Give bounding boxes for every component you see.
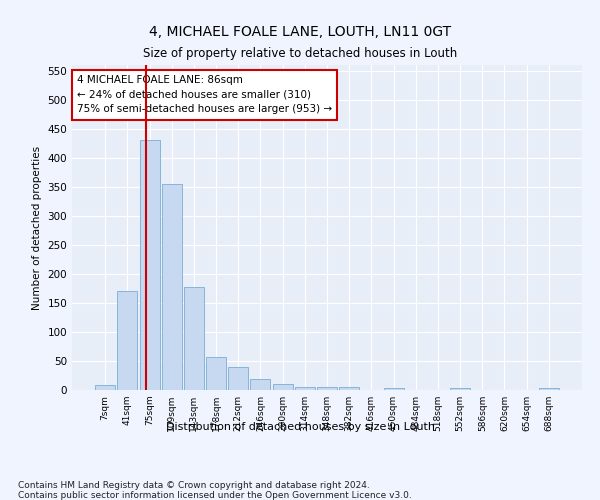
Bar xyxy=(162,184,182,390)
Bar xyxy=(383,388,404,390)
Bar xyxy=(184,286,204,390)
Bar xyxy=(539,388,559,390)
Text: 4, MICHAEL FOALE LANE, LOUTH, LN11 0GT: 4, MICHAEL FOALE LANE, LOUTH, LN11 0GT xyxy=(149,25,451,39)
Bar xyxy=(206,357,226,390)
Y-axis label: Number of detached properties: Number of detached properties xyxy=(32,146,42,310)
Bar xyxy=(295,387,315,390)
Bar xyxy=(118,292,137,390)
Bar xyxy=(317,387,337,390)
Text: Size of property relative to detached houses in Louth: Size of property relative to detached ho… xyxy=(143,48,457,60)
Text: Contains HM Land Registry data © Crown copyright and database right 2024.
Contai: Contains HM Land Registry data © Crown c… xyxy=(18,480,412,500)
Bar xyxy=(228,367,248,390)
Bar xyxy=(140,140,160,390)
Text: 4 MICHAEL FOALE LANE: 86sqm
← 24% of detached houses are smaller (310)
75% of se: 4 MICHAEL FOALE LANE: 86sqm ← 24% of det… xyxy=(77,74,332,114)
Text: Distribution of detached houses by size in Louth: Distribution of detached houses by size … xyxy=(166,422,434,432)
Bar xyxy=(95,386,115,390)
Bar xyxy=(339,387,359,390)
Bar xyxy=(272,384,293,390)
Bar xyxy=(250,379,271,390)
Bar xyxy=(450,388,470,390)
